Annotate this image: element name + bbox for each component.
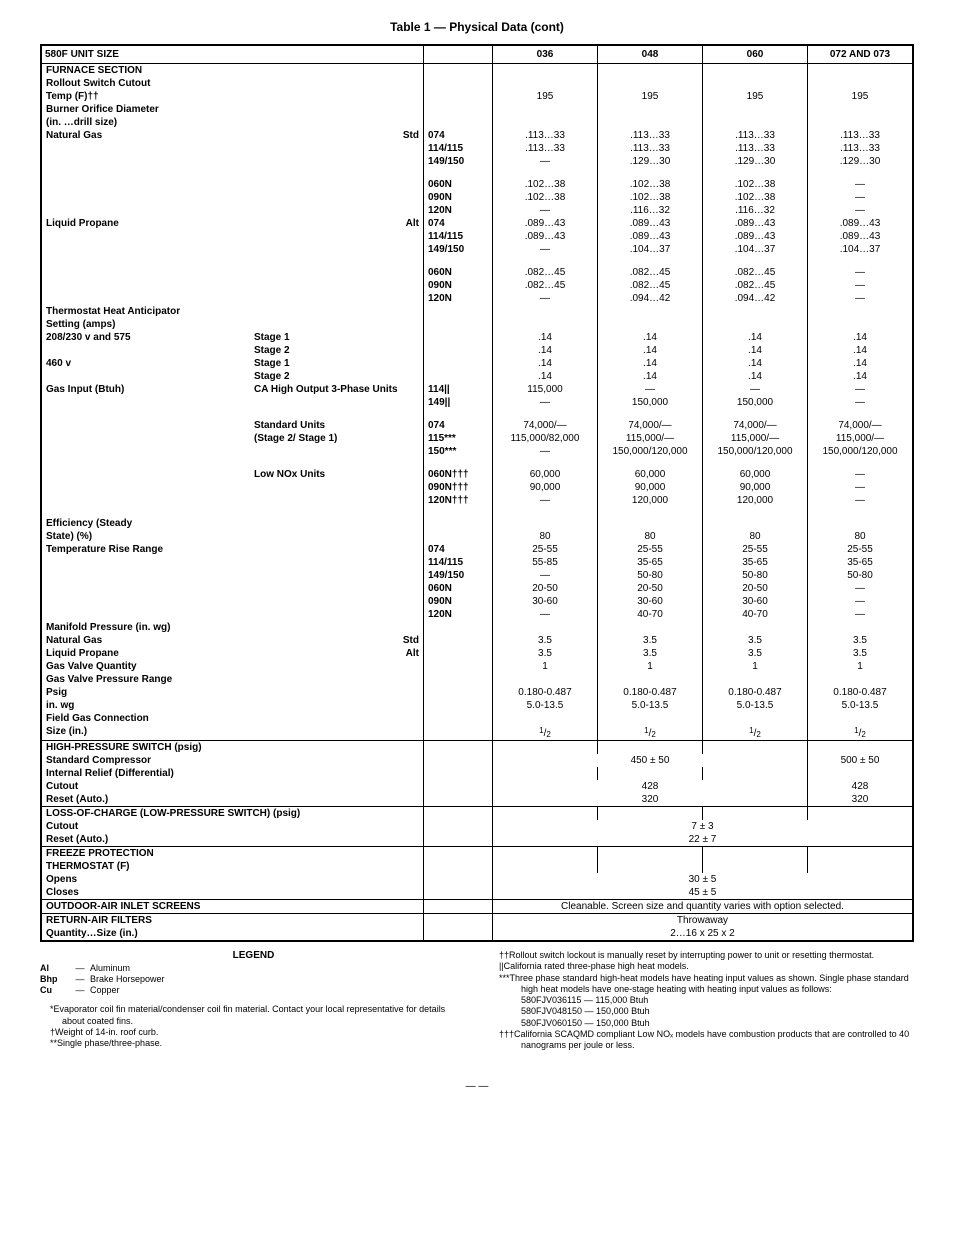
table-row xyxy=(41,458,913,468)
footer-left: LEGEND Al—AluminumBhp—Brake HorsepowerCu… xyxy=(40,950,467,1051)
table-row: Gas Valve Pressure Range xyxy=(41,673,913,686)
footnote: ***Three phase standard high-heat models… xyxy=(487,973,914,996)
footnote: ||California rated three-phase high heat… xyxy=(487,961,914,972)
table-row: Field Gas Connection xyxy=(41,712,913,725)
table-row: 060N.082…45.082…45.082…45— xyxy=(41,266,913,279)
table-row xyxy=(41,409,913,419)
header-036: 036 xyxy=(493,45,598,64)
table-row: 120N—40-7040-70— xyxy=(41,608,913,621)
table-row xyxy=(41,507,913,517)
footnote: †††California SCAQMD compliant Low NOₓ m… xyxy=(487,1029,914,1052)
table-row: 120N—.116…32.116…32— xyxy=(41,204,913,217)
table-row: LOSS-OF-CHARGE (LOW-PRESSURE SWITCH) (ps… xyxy=(41,807,913,821)
header-060: 060 xyxy=(703,45,808,64)
page-number: — — xyxy=(40,1081,914,1092)
table-row: (in. …drill size) xyxy=(41,116,913,129)
table-row xyxy=(41,168,913,178)
footnote: **Single phase/three-phase. xyxy=(40,1038,467,1049)
table-row xyxy=(41,256,913,266)
table-row: 060N.102…38.102…38.102…38— xyxy=(41,178,913,191)
table-row: Internal Relief (Differential) xyxy=(41,767,913,780)
header-sub xyxy=(424,45,493,64)
table-row: State) (%)80808080 xyxy=(41,530,913,543)
table-row: 114/115.113…33.113…33.113…33.113…33 xyxy=(41,142,913,155)
table-row: 090N.102…38.102…38.102…38— xyxy=(41,191,913,204)
table-row: Liquid PropaneAlt074.089…43.089…43.089…4… xyxy=(41,217,913,230)
table-row: Temperature Rise Range07425-5525-5525-55… xyxy=(41,543,913,556)
footnote: 580FJV048150 — 150,000 Btuh xyxy=(487,1006,914,1017)
table-row: 114/11555-8535-6535-6535-65 xyxy=(41,556,913,569)
table-row: Reset (Auto.)320320 xyxy=(41,793,913,807)
legend-item: Cu—Copper xyxy=(40,985,467,996)
footer: LEGEND Al—AluminumBhp—Brake HorsepowerCu… xyxy=(40,950,914,1051)
table-row: Gas Valve Quantity1111 xyxy=(41,660,913,673)
table-row: 149||—150,000150,000— xyxy=(41,396,913,409)
table-row: Burner Orifice Diameter xyxy=(41,103,913,116)
table-row: Reset (Auto.)22 ± 7 xyxy=(41,833,913,847)
legend-item: Al—Aluminum xyxy=(40,963,467,974)
table-row: Standard Compressor450 ± 50500 ± 50 xyxy=(41,754,913,767)
legend-title: LEGEND xyxy=(40,950,467,963)
table-row: Natural GasStd3.53.53.53.5 xyxy=(41,634,913,647)
footnote: ††Rollout switch lockout is manually res… xyxy=(487,950,914,961)
footnote: 580FJV036115 — 115,000 Btuh xyxy=(487,995,914,1006)
table-row: Stage 2.14.14.14.14 xyxy=(41,344,913,357)
table-row: 120N†††—120,000120,000— xyxy=(41,494,913,507)
data-table: 580F UNIT SIZE 036 048 060 072 AND 073 F… xyxy=(40,44,914,942)
table-row: Quantity…Size (in.)2…16 x 25 x 2 xyxy=(41,927,913,941)
table-row: 460 vStage 1.14.14.14.14 xyxy=(41,357,913,370)
table-row: Gas Input (Btuh)CA High Output 3-Phase U… xyxy=(41,383,913,396)
table-row: (Stage 2/ Stage 1)115***115,000/82,00011… xyxy=(41,432,913,445)
table-row: THERMOSTAT (F) xyxy=(41,860,913,873)
table-row: Standard Units07474,000/—74,000/—74,000/… xyxy=(41,419,913,432)
table-row: 149/150—.104…37.104…37.104…37 xyxy=(41,243,913,256)
table-row: Closes45 ± 5 xyxy=(41,886,913,900)
table-row: Low NOx Units060N†††60,00060,00060,000— xyxy=(41,468,913,481)
table-row: 114/115.089…43.089…43.089…43.089…43 xyxy=(41,230,913,243)
table-row: Liquid PropaneAlt3.53.53.53.5 xyxy=(41,647,913,660)
legend-item: Bhp—Brake Horsepower xyxy=(40,974,467,985)
table-row: Size (in.)1/21/21/21/2 xyxy=(41,725,913,741)
table-row: OUTDOOR-AIR INLET SCREENSCleanable. Scre… xyxy=(41,900,913,914)
table-row: FURNACE SECTION xyxy=(41,64,913,78)
table-row: 090N†††90,00090,00090,000— xyxy=(41,481,913,494)
header-072: 072 AND 073 xyxy=(808,45,914,64)
footnote: †Weight of 14-in. roof curb. xyxy=(40,1027,467,1038)
table-row: 060N20-5020-5020-50— xyxy=(41,582,913,595)
header-048: 048 xyxy=(598,45,703,64)
table-row: Opens30 ± 5 xyxy=(41,873,913,886)
header-unit: 580F UNIT SIZE xyxy=(41,45,424,64)
table-row: Manifold Pressure (in. wg) xyxy=(41,621,913,634)
table-row: 149/150—50-8050-8050-80 xyxy=(41,569,913,582)
table-row: in. wg5.0-13.55.0-13.55.0-13.55.0-13.5 xyxy=(41,699,913,712)
footnote: *Evaporator coil fin material/condenser … xyxy=(40,1004,467,1027)
table-row: FREEZE PROTECTION xyxy=(41,847,913,861)
table-row: Cutout7 ± 3 xyxy=(41,820,913,833)
table-row: Rollout Switch Cutout xyxy=(41,77,913,90)
table-row: Psig0.180-0.4870.180-0.4870.180-0.4870.1… xyxy=(41,686,913,699)
table-row: 208/230 v and 575Stage 1.14.14.14.14 xyxy=(41,331,913,344)
table-row: 150***—150,000/120,000150,000/120,000150… xyxy=(41,445,913,458)
table-row: 120N—.094…42.094…42— xyxy=(41,292,913,305)
table-row: Natural GasStd074.113…33.113…33.113…33.1… xyxy=(41,129,913,142)
table-title: Table 1 — Physical Data (cont) xyxy=(40,20,914,34)
table-row: Setting (amps) xyxy=(41,318,913,331)
table-row: Temp (F)††195195195195 xyxy=(41,90,913,103)
table-row: HIGH-PRESSURE SWITCH (psig) xyxy=(41,741,913,755)
table-row: 149/150—.129…30.129…30.129…30 xyxy=(41,155,913,168)
table-row: 090N30-6030-6030-60— xyxy=(41,595,913,608)
footer-right: ††Rollout switch lockout is manually res… xyxy=(487,950,914,1051)
footnote: 580FJV060150 — 150,000 Btuh xyxy=(487,1018,914,1029)
table-row: Stage 2.14.14.14.14 xyxy=(41,370,913,383)
table-row: Cutout428428 xyxy=(41,780,913,793)
table-row: Efficiency (Steady xyxy=(41,517,913,530)
table-row: 090N.082…45.082…45.082…45— xyxy=(41,279,913,292)
table-row: RETURN-AIR FILTERSThrowaway xyxy=(41,914,913,928)
table-row: Thermostat Heat Anticipator xyxy=(41,305,913,318)
